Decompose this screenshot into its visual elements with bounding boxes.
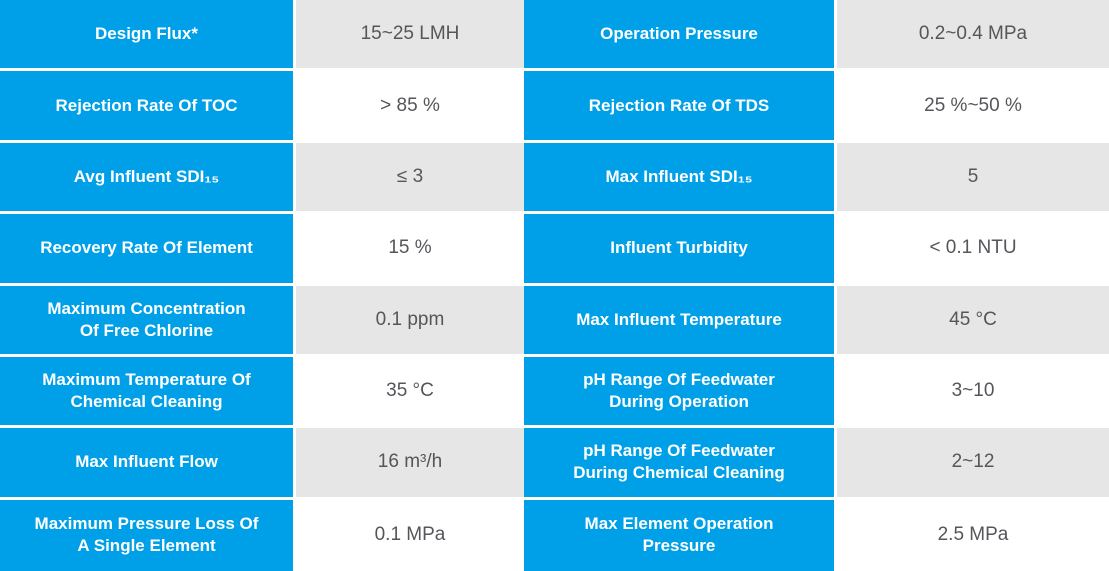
param-cell: Maximum Pressure Loss Of A Single Elemen… xyxy=(0,499,296,571)
param-cell: Maximum Temperature Of Chemical Cleaning xyxy=(0,356,296,429)
param-cell: Max Influent SDI₁₅ xyxy=(524,142,837,215)
value-cell: 15~25 LMH xyxy=(296,0,524,72)
value-cell: 45 °C xyxy=(837,285,1109,357)
value-cell: 25 %~50 % xyxy=(837,71,1109,143)
param-cell: Design Flux* xyxy=(0,0,296,72)
value-cell: 2.5 MPa xyxy=(837,499,1109,571)
param-cell: Maximum Concentration Of Free Chlorine xyxy=(0,285,296,357)
value-cell: 0.1 ppm xyxy=(296,285,524,357)
value-cell: 16 m³/h xyxy=(296,428,524,500)
param-cell: Max Influent Flow xyxy=(0,428,296,500)
value-cell: 0.1 MPa xyxy=(296,499,524,571)
param-cell: Rejection Rate Of TOC xyxy=(0,71,296,143)
value-cell: > 85 % xyxy=(296,71,524,143)
param-cell: Max Element Operation Pressure xyxy=(524,499,837,571)
value-cell: < 0.1 NTU xyxy=(837,214,1109,286)
param-cell: pH Range Of Feedwater During Operation xyxy=(524,356,837,429)
value-cell: ≤ 3 xyxy=(296,142,524,215)
value-cell: 35 °C xyxy=(296,356,524,429)
param-cell: Recovery Rate Of Element xyxy=(0,214,296,286)
value-cell: 15 % xyxy=(296,214,524,286)
value-cell: 3~10 xyxy=(837,356,1109,429)
param-cell: pH Range Of Feedwater During Chemical Cl… xyxy=(524,428,837,500)
param-cell: Influent Turbidity xyxy=(524,214,837,286)
param-cell: Max Influent Temperature xyxy=(524,285,837,357)
param-cell: Rejection Rate Of TDS xyxy=(524,71,837,143)
value-cell: 2~12 xyxy=(837,428,1109,500)
value-cell: 5 xyxy=(837,142,1109,215)
param-cell: Operation Pressure xyxy=(524,0,837,72)
value-cell: 0.2~0.4 MPa xyxy=(837,0,1109,72)
param-cell: Avg Influent SDI₁₅ xyxy=(0,142,296,215)
